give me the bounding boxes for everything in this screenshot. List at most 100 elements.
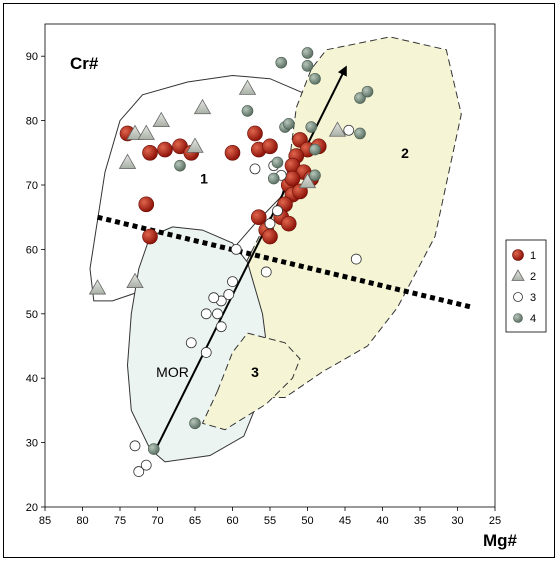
y-tick-label: 90 — [26, 51, 38, 63]
region-2 — [216, 36, 462, 402]
point-series-1-21 — [250, 209, 267, 225]
point-series-4-15 — [354, 92, 366, 104]
point-series-3-20 — [343, 124, 355, 136]
point-series-4-14 — [267, 172, 280, 185]
y-tick-label: 50 — [26, 309, 38, 321]
x-axis-title: Mg# — [483, 531, 518, 550]
legend-label-2: 2 — [530, 271, 536, 283]
point-series-1-8 — [138, 196, 155, 213]
point-series-3-8 — [208, 292, 220, 304]
point-series-3-15 — [264, 218, 276, 230]
point-series-3-0 — [129, 440, 141, 452]
point-series-3-4 — [185, 337, 197, 349]
point-series-3-19 — [350, 253, 362, 265]
legend-box — [505, 239, 547, 333]
x-tick-label: 70 — [151, 515, 163, 527]
y-tick-label: 60 — [26, 244, 38, 256]
point-series-4-10 — [282, 118, 295, 130]
x-tick-label: 35 — [414, 515, 426, 527]
point-series-2-3 — [126, 124, 144, 140]
point-series-2-9 — [328, 121, 347, 137]
point-series-4-4 — [275, 56, 288, 69]
point-series-1-25 — [284, 170, 301, 187]
y-tick-label: 80 — [26, 116, 38, 128]
point-series-2-10 — [298, 172, 317, 189]
point-series-4-6 — [301, 60, 314, 72]
y-tick-label: 40 — [26, 373, 38, 385]
x-tick-label: 45 — [339, 515, 351, 527]
region-3 — [201, 332, 301, 431]
legend-marker-4 — [513, 313, 523, 323]
point-series-1-2 — [157, 141, 173, 158]
point-series-3-12 — [230, 243, 242, 255]
point-series-1-9 — [142, 228, 158, 245]
point-series-2-7 — [186, 137, 204, 153]
point-series-3-14 — [272, 205, 283, 217]
point-series-2-1 — [126, 272, 144, 289]
point-series-3-11 — [227, 276, 238, 288]
region-labels-layer: 1 2 3 MOR — [156, 145, 409, 380]
point-series-2-2 — [118, 153, 137, 169]
points-layer — [88, 47, 374, 477]
region-label-1: 1 — [200, 171, 208, 187]
legend-marker-3 — [513, 292, 523, 302]
point-series-1-23 — [262, 228, 278, 245]
point-series-4-17 — [354, 127, 366, 140]
y-axis-title: Cr# — [70, 54, 99, 73]
x-tick-label: 60 — [226, 515, 238, 527]
point-series-3-18 — [249, 163, 261, 175]
x-tick-label: 55 — [264, 515, 276, 527]
point-series-2-4 — [137, 124, 155, 140]
x-tick-label: 80 — [76, 515, 88, 527]
point-series-4-5 — [301, 47, 314, 59]
y-tick-label: 30 — [26, 438, 38, 450]
point-series-4-3 — [241, 105, 254, 117]
point-series-2-0 — [88, 279, 107, 295]
point-series-3-10 — [223, 289, 235, 300]
point-series-4-1 — [189, 417, 201, 430]
point-series-4-2 — [174, 159, 186, 172]
point-series-3-3 — [200, 347, 212, 358]
point-series-4-13 — [309, 169, 321, 182]
x-tick-label: 65 — [189, 515, 201, 527]
point-series-3-6 — [212, 308, 223, 320]
ticks-layer: 85 80 75 70 65 60 55 50 45 40 35 30 25 20 30 40 50 60 70 80… — [26, 51, 501, 527]
divider-line — [96, 214, 474, 310]
point-series-3-1 — [140, 459, 152, 471]
x-tick-label: 50 — [301, 515, 313, 527]
legend-marker-1 — [512, 249, 524, 261]
x-tick-label: 25 — [489, 515, 501, 527]
x-tick-label: 85 — [39, 515, 51, 527]
point-series-2-8 — [238, 79, 257, 95]
point-series-2-5 — [152, 111, 170, 127]
point-series-3-5 — [200, 308, 212, 320]
point-series-3-2 — [133, 466, 145, 477]
chart-frame — [3, 3, 555, 558]
region-label-3: 3 — [251, 364, 259, 380]
point-series-1-6 — [247, 125, 263, 142]
legend-label-4: 4 — [530, 313, 536, 325]
point-series-2-6 — [193, 98, 212, 115]
point-series-1-1 — [142, 145, 158, 161]
legend-marker-2 — [511, 269, 525, 281]
point-series-1-24 — [280, 215, 297, 232]
region-label-2: 2 — [401, 145, 409, 161]
point-series-3-9 — [215, 321, 227, 333]
legend: 1 2 3 4 — [505, 239, 547, 333]
legend-label-3: 3 — [530, 292, 536, 304]
point-series-1-10 — [262, 138, 278, 155]
x-tick-label: 40 — [376, 515, 388, 527]
x-tick-label: 30 — [451, 515, 463, 527]
point-series-4-0 — [147, 443, 160, 455]
region-label-mor: MOR — [156, 364, 189, 380]
point-series-4-7 — [309, 72, 321, 85]
point-series-3-13 — [260, 266, 272, 278]
point-series-4-8 — [271, 156, 284, 169]
legend-label-1: 1 — [530, 250, 536, 262]
y-tick-label: 20 — [26, 502, 38, 514]
point-series-4-11 — [305, 121, 318, 133]
x-tick-label: 75 — [114, 515, 126, 527]
point-series-4-12 — [309, 143, 321, 156]
point-series-4-16 — [361, 85, 374, 98]
